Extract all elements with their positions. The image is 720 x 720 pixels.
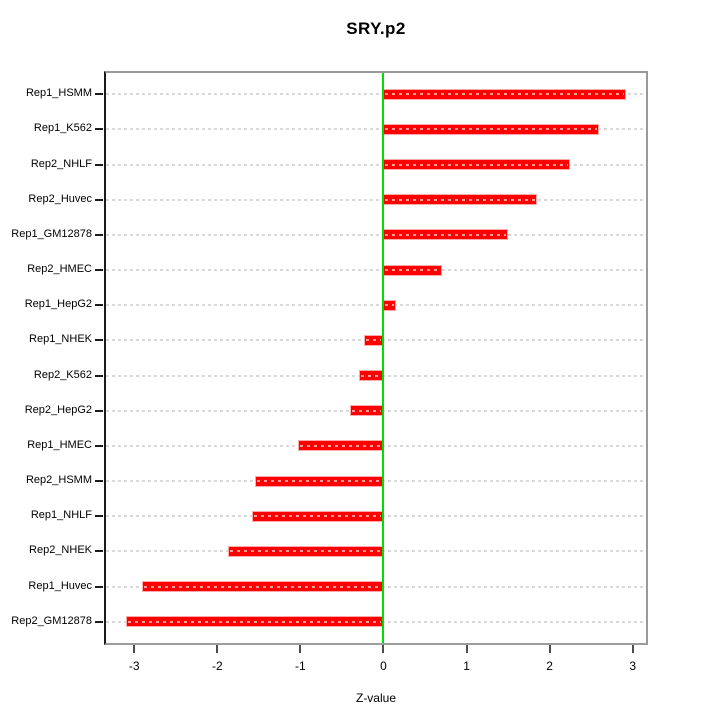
y-axis-tick [95, 409, 103, 412]
zero-reference-line [382, 73, 385, 643]
category-label-Rep1_Huvec: Rep1_Huvec [28, 579, 92, 592]
gridline [106, 128, 646, 131]
gridline [106, 269, 646, 272]
bar-Rep2_K562 [358, 370, 384, 382]
x-axis-title: Z-value [355, 691, 396, 705]
category-label-Rep2_NHEK: Rep2_NHEK [29, 544, 92, 557]
y-axis-tick [95, 339, 103, 342]
category-label-Rep2_HSMM: Rep2_HSMM [25, 474, 92, 487]
bar-dash-pattern [385, 93, 625, 96]
bar-Rep1_HepG2 [383, 299, 396, 311]
bar-Rep2_HepG2 [350, 405, 384, 417]
y-axis-tick [95, 480, 103, 483]
x-tick-label--1: -1 [295, 659, 306, 673]
bar-dash-pattern [352, 409, 382, 412]
bar-dash-pattern [299, 444, 382, 447]
bar-dash-pattern [385, 269, 440, 272]
category-label-Rep2_K562: Rep2_K562 [33, 368, 92, 381]
bar-dash-pattern [360, 374, 382, 377]
x-tick-label-3: 3 [629, 659, 637, 673]
bar-dash-pattern [254, 515, 382, 518]
bar-dash-pattern [385, 163, 569, 166]
bar-Rep1_Huvec [141, 581, 384, 593]
category-label-Rep1_HMEC: Rep1_HMEC [27, 438, 92, 451]
bar-dash-pattern [385, 198, 536, 201]
x-axis-tick [548, 645, 551, 653]
x-tick-label-2: 2 [546, 659, 553, 673]
y-axis-tick [95, 163, 103, 166]
bar-Rep2_HMEC [383, 264, 442, 276]
x-axis-tick [631, 645, 634, 653]
bar-dash-pattern [230, 550, 382, 553]
y-axis-tick [95, 198, 103, 201]
bar-Rep1_HMEC [297, 440, 384, 452]
gridline [106, 93, 646, 96]
plot-area [104, 71, 648, 645]
y-axis-tick [95, 585, 103, 588]
bar-dash-pattern [365, 339, 382, 342]
bar-dash-pattern [127, 620, 382, 623]
bar-dash-pattern [385, 128, 597, 131]
bar-Rep2_HSMM [254, 475, 384, 487]
bar-Rep2_NHLF [383, 159, 571, 171]
x-tick-label--3: -3 [128, 659, 140, 673]
y-axis-tick [95, 550, 103, 553]
x-axis-tick [216, 645, 219, 653]
chart-title: SRY.p2 [346, 19, 406, 38]
x-tick-label--2: -2 [211, 659, 223, 673]
category-label-Rep1_HepG2: Rep1_HepG2 [24, 298, 92, 311]
y-axis-tick [95, 93, 103, 96]
bar-Rep2_GM12878 [125, 616, 384, 628]
gridline [106, 233, 646, 236]
bar-dash-pattern [143, 585, 382, 588]
category-label-Rep1_NHEK: Rep1_NHEK [29, 333, 92, 346]
y-axis-tick [95, 304, 103, 307]
x-axis-tick [133, 645, 136, 653]
x-axis-tick [382, 645, 385, 653]
category-label-Rep1_GM12878: Rep1_GM12878 [11, 227, 92, 240]
bar-Rep1_NHLF [252, 510, 384, 522]
category-label-Rep2_HMEC: Rep2_HMEC [27, 263, 92, 276]
y-axis-tick [95, 620, 103, 623]
x-axis-tick [299, 645, 302, 653]
category-label-Rep2_HepG2: Rep2_HepG2 [24, 403, 92, 416]
y-axis-tick [95, 269, 103, 272]
y-axis-tick [95, 444, 103, 447]
gridline [106, 304, 646, 307]
bar-Rep2_NHEK [228, 545, 384, 557]
y-axis-tick [95, 374, 103, 377]
category-label-Rep2_GM12878: Rep2_GM12878 [11, 614, 92, 627]
bar-Rep1_GM12878 [383, 229, 509, 241]
category-label-Rep2_NHLF: Rep2_NHLF [30, 157, 92, 170]
x-tick-label-1: 1 [463, 659, 470, 673]
bar-Rep1_K562 [383, 123, 599, 135]
gridline [106, 163, 646, 166]
category-label-Rep1_NHLF: Rep1_NHLF [30, 509, 92, 522]
bar-dash-pattern [385, 304, 394, 307]
bar-dash-pattern [256, 480, 382, 483]
bar-dash-pattern [385, 233, 507, 236]
bar-Rep1_HSMM [383, 88, 627, 100]
bar-Rep1_NHEK [363, 334, 384, 346]
bar-Rep2_Huvec [383, 194, 538, 206]
gridline [106, 198, 646, 201]
x-tick-label-0: 0 [380, 659, 387, 673]
category-label-Rep1_HSMM: Rep1_HSMM [25, 87, 92, 100]
y-axis-tick [95, 128, 103, 131]
y-axis-tick [95, 233, 103, 236]
y-axis-tick [95, 515, 103, 518]
x-axis-tick [465, 645, 468, 653]
category-label-Rep1_K562: Rep1_K562 [33, 122, 92, 135]
category-label-Rep2_Huvec: Rep2_Huvec [28, 192, 92, 205]
